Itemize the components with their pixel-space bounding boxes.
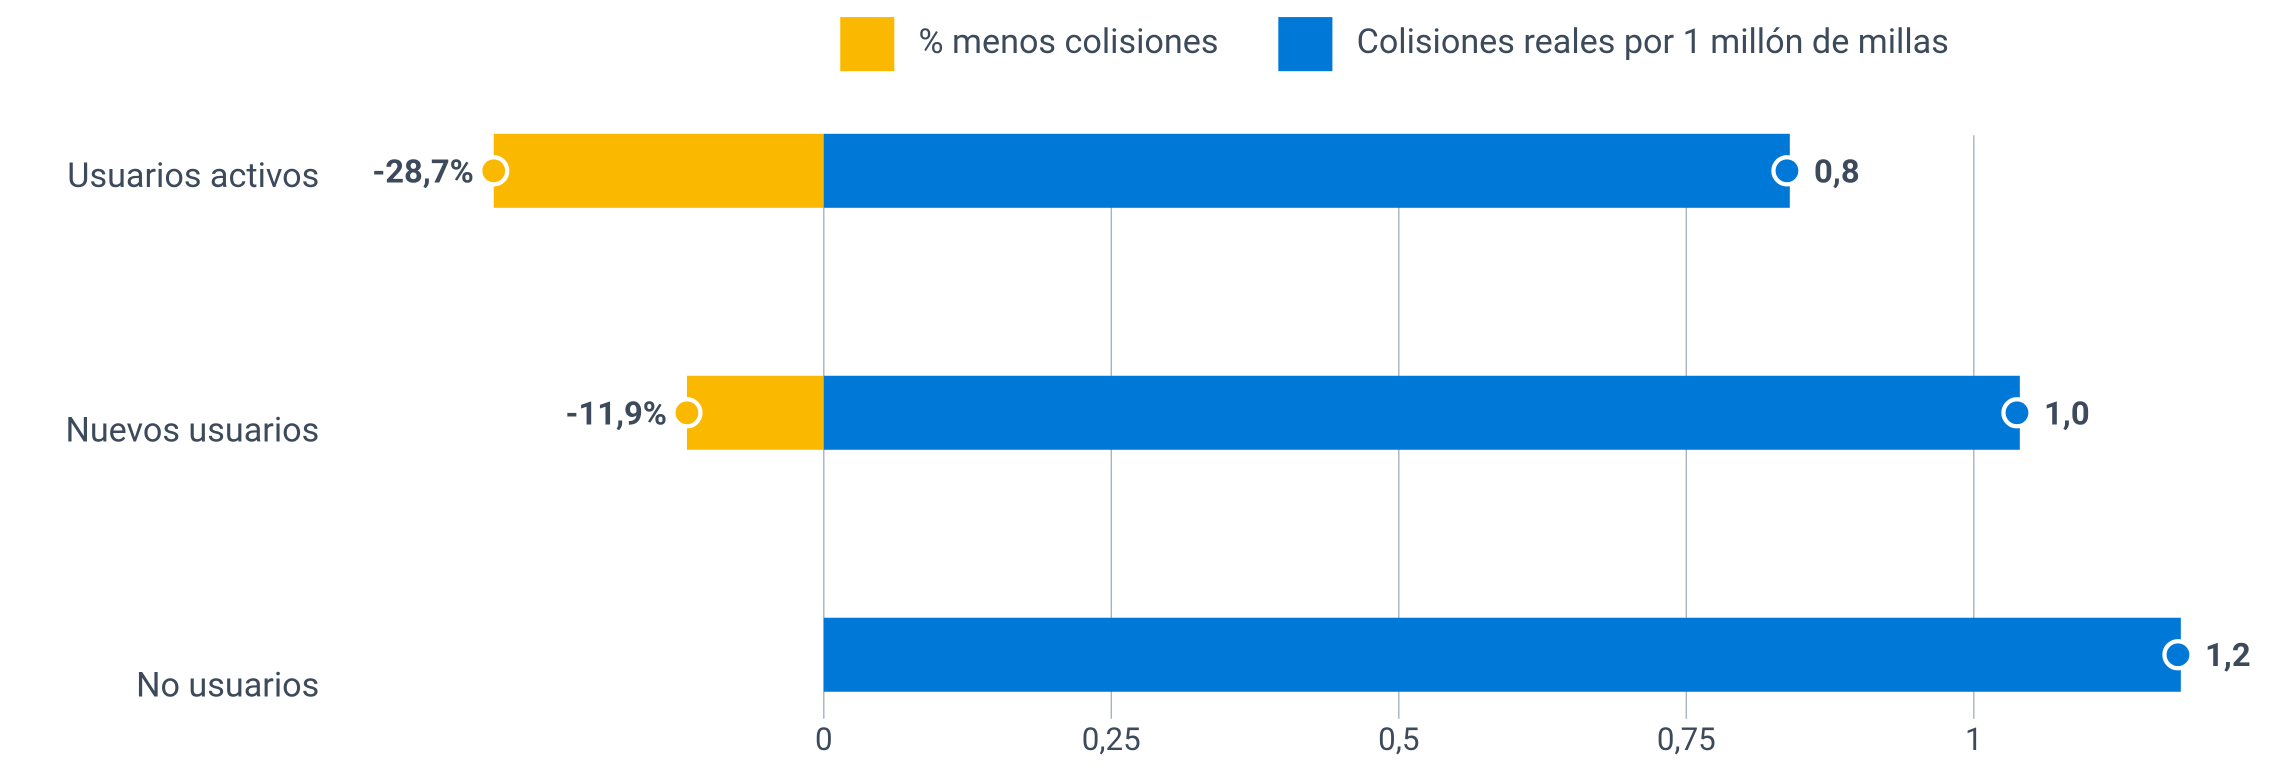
category-label: No usuarios: [136, 666, 319, 706]
x-tick-label: 0,5: [1378, 721, 1419, 758]
bar: [493, 133, 824, 208]
x-tick-label: 1: [1965, 721, 1983, 758]
x-tick-label: 0: [815, 721, 833, 758]
legend-label: Colisiones reales por 1 millón de millas: [1357, 22, 1949, 62]
legend-swatch: [1278, 17, 1333, 72]
bar-end-dot: [478, 155, 510, 187]
bar: [686, 375, 824, 450]
category-label: Nuevos usuarios: [65, 411, 319, 451]
value-label: 1,0: [2044, 394, 2090, 432]
legend-label: % menos colisiones: [919, 22, 1219, 62]
bar: [823, 375, 2020, 450]
bar: [823, 133, 1790, 208]
bar-end-dot: [1771, 155, 1803, 187]
x-tick-label: 0,25: [1082, 721, 1141, 758]
value-label: 1,2: [2205, 636, 2251, 674]
x-tick-label: 0,75: [1657, 721, 1716, 758]
bar-end-dot: [671, 397, 703, 429]
value-label: -28,7%: [372, 152, 473, 190]
value-label: -11,9%: [566, 394, 667, 432]
bar-end-dot: [2001, 397, 2033, 429]
value-label: 0,8: [1814, 152, 1860, 190]
legend-swatch: [840, 17, 895, 72]
category-label: Usuarios activos: [67, 156, 319, 196]
bar: [823, 617, 2181, 692]
bar-end-dot: [2162, 639, 2194, 671]
